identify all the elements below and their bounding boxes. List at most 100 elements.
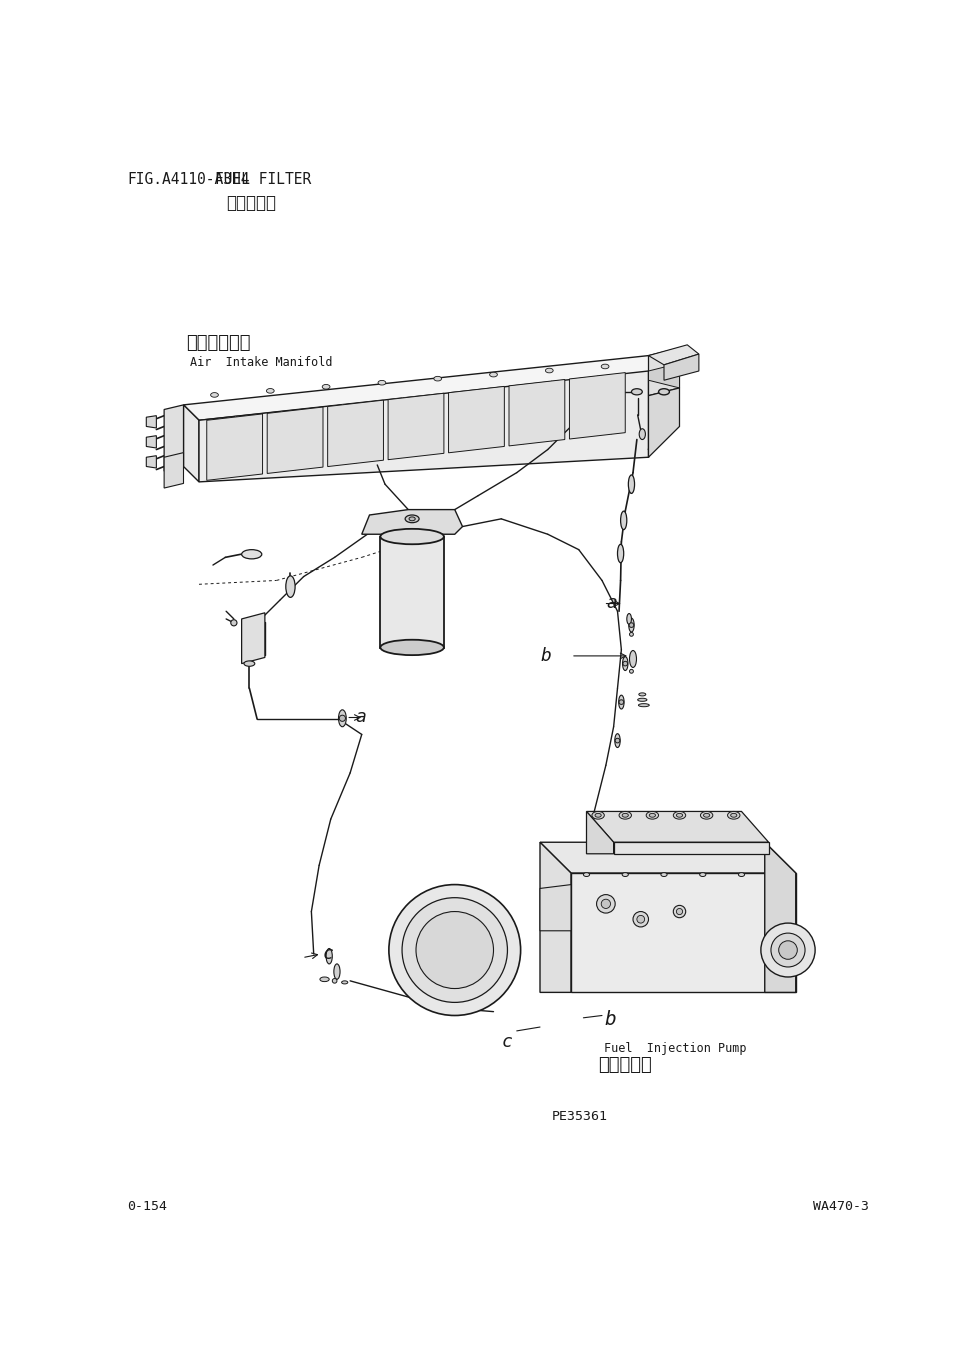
Polygon shape <box>184 405 199 482</box>
Ellipse shape <box>583 873 590 877</box>
Circle shape <box>339 715 345 722</box>
Ellipse shape <box>378 380 386 386</box>
Text: WA470-3: WA470-3 <box>814 1200 869 1213</box>
Polygon shape <box>184 355 664 420</box>
Ellipse shape <box>704 814 710 818</box>
Ellipse shape <box>545 368 553 373</box>
Bar <box>380 536 444 648</box>
Polygon shape <box>648 388 679 457</box>
Polygon shape <box>571 873 796 992</box>
Text: Air  Intake Manifold: Air Intake Manifold <box>190 355 332 369</box>
Ellipse shape <box>728 811 740 819</box>
Circle shape <box>402 897 507 1003</box>
Text: b: b <box>605 1010 616 1029</box>
Ellipse shape <box>659 388 670 395</box>
Ellipse shape <box>630 670 634 674</box>
Ellipse shape <box>630 632 634 637</box>
Ellipse shape <box>380 639 444 656</box>
Ellipse shape <box>405 514 419 523</box>
Polygon shape <box>164 453 184 488</box>
Polygon shape <box>388 394 444 460</box>
Circle shape <box>779 941 797 959</box>
Text: 燃油喷射泵: 燃油喷射泵 <box>598 1056 652 1074</box>
Polygon shape <box>648 344 699 365</box>
Ellipse shape <box>622 814 628 818</box>
Text: FUEL FILTER: FUEL FILTER <box>215 173 311 188</box>
Circle shape <box>674 906 685 918</box>
Ellipse shape <box>618 696 624 709</box>
Ellipse shape <box>380 528 444 545</box>
Circle shape <box>629 623 634 627</box>
Ellipse shape <box>620 512 627 530</box>
Ellipse shape <box>409 517 415 521</box>
Circle shape <box>771 933 805 967</box>
Circle shape <box>619 700 624 704</box>
Ellipse shape <box>649 814 655 818</box>
Ellipse shape <box>286 576 295 597</box>
Polygon shape <box>147 416 156 428</box>
Polygon shape <box>362 509 463 534</box>
Circle shape <box>633 911 648 927</box>
Polygon shape <box>664 354 699 380</box>
Ellipse shape <box>640 429 645 439</box>
Ellipse shape <box>266 388 274 394</box>
Ellipse shape <box>592 811 605 819</box>
Polygon shape <box>147 456 156 468</box>
Text: 空气进气岐管: 空气进气岐管 <box>186 333 251 353</box>
Ellipse shape <box>434 376 441 381</box>
Polygon shape <box>540 885 571 930</box>
Text: Fuel  Injection Pump: Fuel Injection Pump <box>604 1043 746 1055</box>
Ellipse shape <box>326 948 332 965</box>
Ellipse shape <box>700 873 706 877</box>
Ellipse shape <box>629 619 634 632</box>
Polygon shape <box>765 842 796 992</box>
Polygon shape <box>586 811 769 842</box>
Ellipse shape <box>632 388 642 395</box>
Polygon shape <box>540 842 796 873</box>
Polygon shape <box>540 842 571 992</box>
Polygon shape <box>199 370 648 482</box>
Ellipse shape <box>674 811 685 819</box>
Ellipse shape <box>211 392 219 398</box>
Ellipse shape <box>677 814 682 818</box>
Ellipse shape <box>639 693 645 696</box>
Polygon shape <box>648 348 679 395</box>
Ellipse shape <box>614 734 620 748</box>
Ellipse shape <box>661 873 667 877</box>
Text: a: a <box>606 594 617 612</box>
Polygon shape <box>448 387 504 453</box>
Polygon shape <box>242 613 265 664</box>
Circle shape <box>597 895 615 914</box>
Text: PE35361: PE35361 <box>552 1110 608 1124</box>
Text: c: c <box>502 1033 512 1051</box>
Ellipse shape <box>333 965 340 980</box>
Ellipse shape <box>627 613 632 624</box>
Text: a: a <box>356 708 366 726</box>
Ellipse shape <box>619 811 632 819</box>
Circle shape <box>416 911 494 989</box>
Ellipse shape <box>320 977 330 981</box>
Text: c: c <box>323 945 333 963</box>
Ellipse shape <box>628 475 635 494</box>
Ellipse shape <box>638 698 647 701</box>
Polygon shape <box>613 842 769 853</box>
Text: 燃油滤清器: 燃油滤清器 <box>226 193 276 211</box>
Circle shape <box>677 908 682 915</box>
Polygon shape <box>267 407 323 473</box>
Ellipse shape <box>323 384 330 390</box>
Polygon shape <box>207 414 262 480</box>
Circle shape <box>637 915 644 923</box>
Polygon shape <box>164 405 184 471</box>
Text: 0-154: 0-154 <box>127 1200 167 1213</box>
Ellipse shape <box>701 811 712 819</box>
Text: b: b <box>540 648 551 665</box>
Ellipse shape <box>739 873 745 877</box>
Polygon shape <box>328 401 383 466</box>
Ellipse shape <box>490 372 498 377</box>
Circle shape <box>389 885 521 1015</box>
Ellipse shape <box>622 873 628 877</box>
Ellipse shape <box>646 811 659 819</box>
Polygon shape <box>586 811 613 853</box>
Polygon shape <box>648 364 679 388</box>
Ellipse shape <box>244 661 255 667</box>
